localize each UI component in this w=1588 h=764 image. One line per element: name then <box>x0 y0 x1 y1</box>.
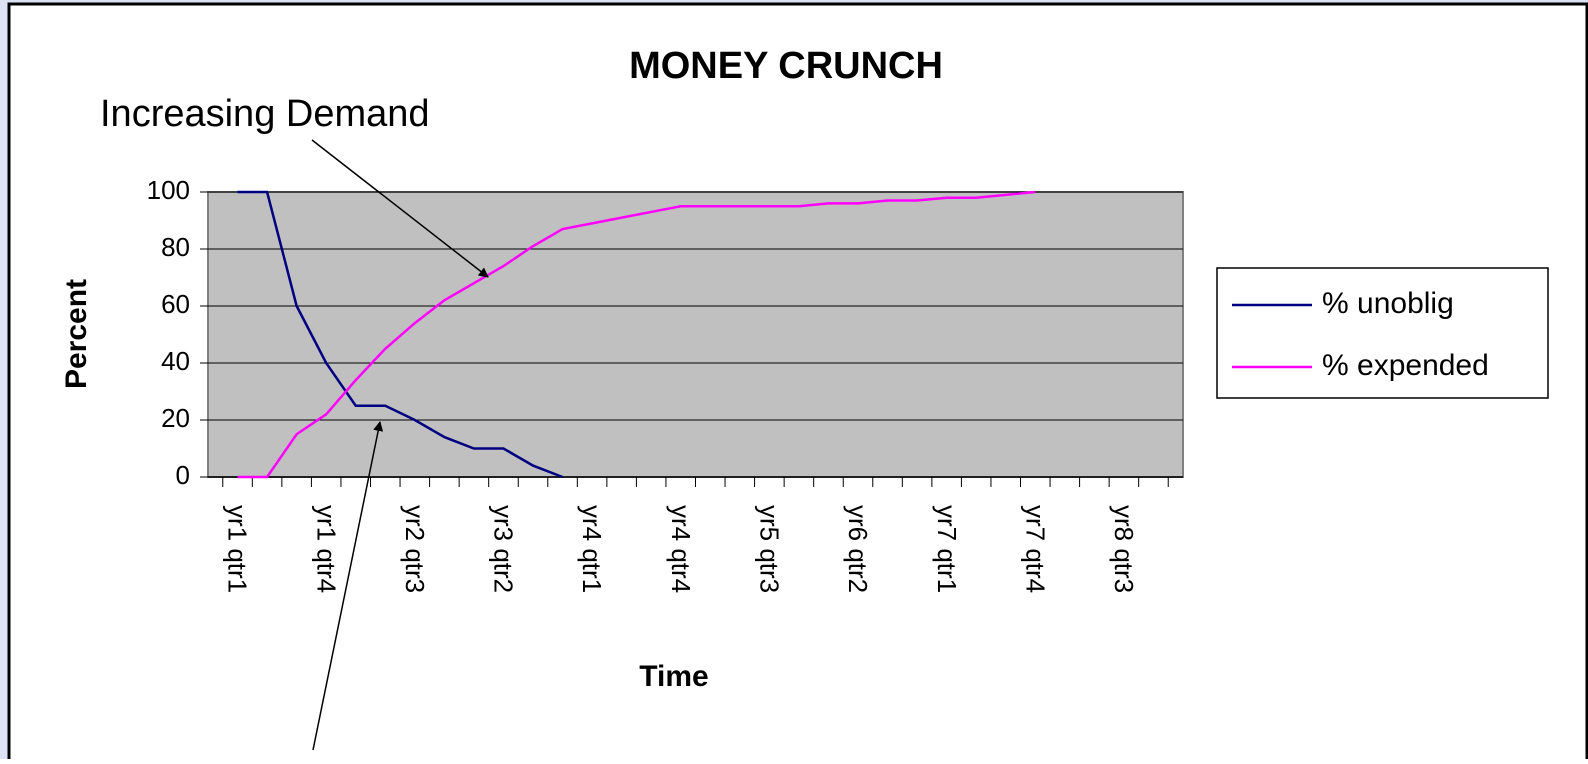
x-tick-label: yr1 qtr1 <box>223 505 253 593</box>
x-tick-label: yr2 qtr3 <box>400 505 430 593</box>
x-tick-label: yr7 qtr1 <box>932 505 962 593</box>
y-tick-label: 80 <box>161 232 190 262</box>
legend-label: % unoblig <box>1322 287 1454 320</box>
y-tick-label: 20 <box>161 403 190 433</box>
x-tick-label: yr4 qtr1 <box>577 505 607 593</box>
annotation-arrow <box>311 139 489 278</box>
chart-title: MONEY CRUNCH <box>629 45 943 87</box>
legend-label: % expended <box>1322 349 1489 382</box>
y-axis-label: Percent <box>60 279 93 389</box>
annotation-arrow <box>312 421 384 751</box>
plot-area <box>207 191 1184 478</box>
y-tick-label: 40 <box>161 346 190 376</box>
x-tick-label: yr3 qtr2 <box>489 505 519 593</box>
x-tick-label: yr8 qtr3 <box>1109 505 1139 593</box>
y-tick-label: 60 <box>161 289 190 319</box>
series-line <box>237 190 1036 479</box>
x-tick-label: yr6 qtr2 <box>843 505 873 593</box>
x-axis-label: Time <box>639 660 708 693</box>
x-tick-label: yr5 qtr3 <box>754 505 784 593</box>
x-tick-label: yr7 qtr4 <box>1020 505 1050 593</box>
x-tick-label: yr4 qtr4 <box>666 505 696 593</box>
y-tick-label: 100 <box>147 175 190 205</box>
y-tick-label: 0 <box>176 460 190 490</box>
legend-box <box>1216 267 1549 399</box>
annotation: Increasing Demand <box>100 93 430 135</box>
series-line <box>237 190 563 479</box>
x-tick-label: yr1 qtr4 <box>311 505 341 593</box>
